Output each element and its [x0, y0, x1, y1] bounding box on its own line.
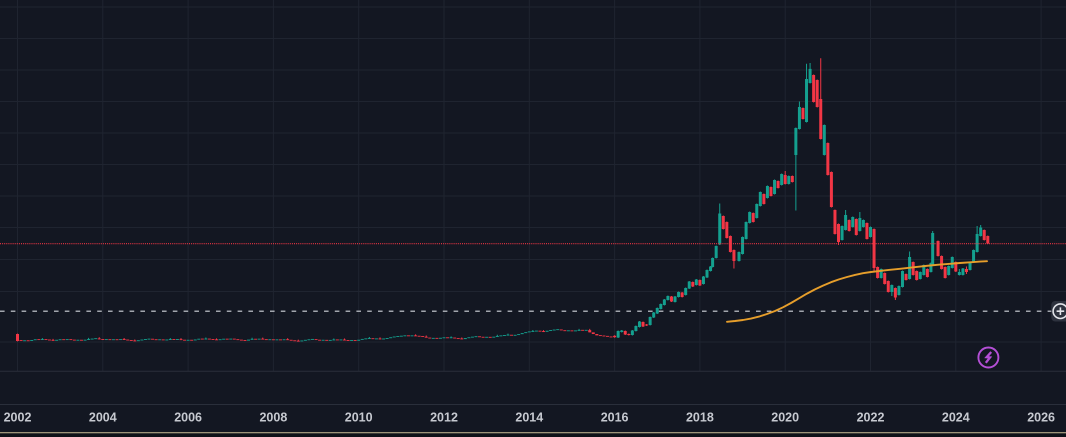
- svg-text:2016: 2016: [601, 411, 629, 425]
- svg-text:2008: 2008: [259, 411, 287, 425]
- svg-text:2022: 2022: [857, 411, 885, 425]
- svg-text:2018: 2018: [686, 411, 714, 425]
- svg-text:2004: 2004: [89, 411, 117, 425]
- svg-text:2014: 2014: [515, 411, 543, 425]
- svg-text:2006: 2006: [174, 411, 202, 425]
- svg-text:2024: 2024: [942, 411, 970, 425]
- svg-text:2012: 2012: [430, 411, 458, 425]
- svg-text:2026: 2026: [1027, 411, 1055, 425]
- svg-text:2020: 2020: [771, 411, 799, 425]
- svg-text:2002: 2002: [4, 411, 32, 425]
- svg-text:2010: 2010: [345, 411, 373, 425]
